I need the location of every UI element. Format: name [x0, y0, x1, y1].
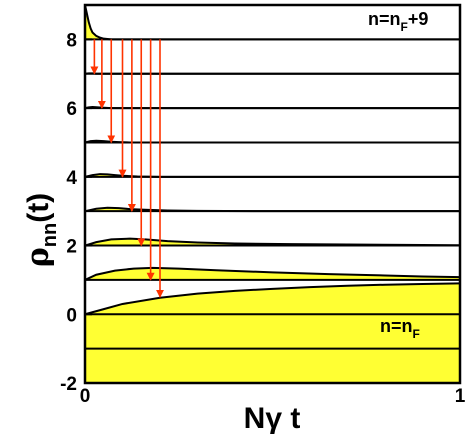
x-tick-label-1: 1: [455, 386, 466, 407]
x-axis-label: Nγ t: [244, 402, 301, 435]
curve-level-0: [84, 282, 461, 316]
annotation-top: n=nF+9: [368, 9, 428, 34]
y-tick-label-4: 4: [66, 168, 77, 189]
arrow-layer: [90, 39, 164, 298]
curve-level-8: [84, 4, 460, 41]
y-axis-label: ρnn(t): [21, 193, 61, 267]
x-tick-label-0: 0: [80, 386, 91, 407]
curve-level-5: [84, 139, 460, 144]
y-tick-label--2: -2: [60, 374, 77, 395]
plot-frame: [83, 3, 462, 385]
fill-level-2: [85, 238, 460, 246]
curve-level-2: [84, 237, 461, 247]
annotation-bottom: n=nF: [380, 316, 420, 341]
curve-level-4: [84, 173, 460, 178]
fill-level-0: [85, 283, 460, 315]
y-tick-label-8: 8: [66, 30, 77, 51]
y-tick-label-2: 2: [66, 237, 77, 258]
curve-level-3: [84, 206, 460, 213]
y-tick-label-0: 0: [66, 305, 77, 326]
curve-level-1: [84, 266, 461, 281]
y-tick-label-6: 6: [66, 99, 77, 120]
y-tick-layer: -2 0 2 4 6 8: [60, 30, 92, 395]
fill-level-1: [85, 267, 460, 280]
